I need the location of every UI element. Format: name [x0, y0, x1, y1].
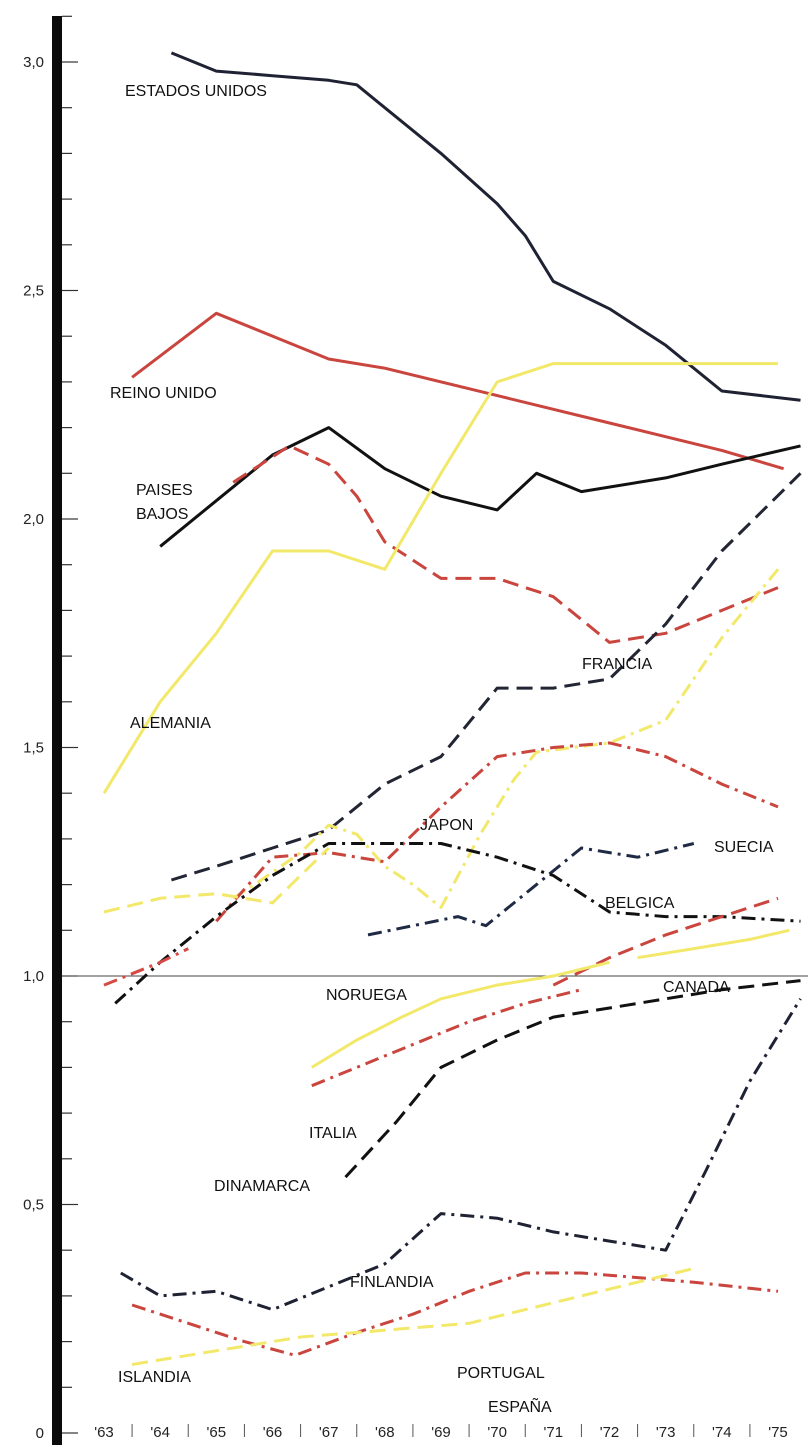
series-line-portugal	[131, 1271, 779, 1357]
series-line-suecia	[232, 568, 780, 909]
series-label: SUECIA	[714, 839, 774, 856]
x-tick-label: '68	[375, 1424, 395, 1441]
y-tick-label: 2,0	[23, 511, 44, 528]
series-label: BELGICA	[605, 895, 675, 912]
series-label: DINAMARCA	[214, 1178, 310, 1195]
series-line-finlandia	[344, 979, 801, 1179]
y-tick-label: 2,5	[23, 283, 44, 300]
series-line-belgica	[215, 741, 779, 923]
x-tick-label: '73	[656, 1424, 676, 1441]
series-label: REINO UNIDO	[110, 385, 217, 402]
x-tick-label: '66	[263, 1424, 283, 1441]
y-tick-label: 3,0	[23, 54, 44, 71]
series-label: ITALIA	[309, 1125, 357, 1142]
series-label: JAPON	[420, 817, 473, 834]
series-line-unlabeled-12	[103, 947, 189, 987]
series-line-dinamarca	[311, 988, 582, 1088]
x-tick-label: '65	[207, 1424, 227, 1441]
y-axis-bar	[52, 16, 62, 1445]
series-label: ALEMANIA	[130, 715, 211, 732]
x-tick-label: '74	[712, 1424, 732, 1441]
series-line-canada	[114, 842, 801, 1005]
series-label: FRANCIA	[582, 656, 653, 673]
series-line-alemania	[102, 362, 778, 794]
series-line-unlabeled-13	[552, 896, 779, 987]
axis-layer: 0 0,5 1,0 1,5 2,0 2,5 3,0 '63 '64 '65 '66 '67 '68 '69…	[23, 15, 808, 1445]
series-line-italia	[311, 960, 610, 1069]
series-label: FINLANDIA	[350, 1274, 434, 1291]
series-label: ESTADOS UNIDOS	[125, 83, 267, 100]
x-tick-label: '71	[544, 1424, 564, 1441]
series-label-layer: ESTADOS UNIDOS REINO UNIDO PAISES BAJOS FRAN…	[110, 83, 774, 1416]
series-line-francia	[232, 444, 779, 644]
x-tick-label: '67	[319, 1424, 339, 1441]
y-tick-label: 0	[36, 1425, 44, 1442]
series-line-unlabeled-10	[103, 846, 330, 914]
series-layer	[102, 51, 802, 1366]
x-tick-label: '70	[487, 1424, 507, 1441]
y-tick-label: 0,5	[23, 1197, 44, 1214]
series-label: NORUEGA	[326, 987, 407, 1004]
series-line-estados-unidos	[170, 51, 801, 402]
series-line-unlabeled-14	[637, 928, 790, 960]
series-label: ISLANDIA	[118, 1369, 191, 1386]
x-tick-label: '64	[150, 1424, 170, 1441]
series-line-islandia	[120, 998, 802, 1312]
y-tick-label: 1,0	[23, 968, 44, 985]
series-label: CANADA	[663, 979, 730, 996]
series-line-reino-unido	[131, 311, 785, 471]
series-label-continued: BAJOS	[136, 506, 188, 523]
x-tick-label: '63	[94, 1424, 114, 1441]
series-label: PORTUGAL	[457, 1365, 545, 1382]
x-tick-label: '69	[431, 1424, 451, 1441]
y-tick-label: 1,5	[23, 740, 44, 757]
x-tick-label: '75	[768, 1424, 788, 1441]
series-label: ESPAÑA	[488, 1396, 552, 1416]
series-label: PAISES	[136, 482, 193, 499]
x-tick-label: '72	[600, 1424, 620, 1441]
series-line-japon	[170, 472, 802, 882]
series-line-noruega	[367, 842, 695, 937]
